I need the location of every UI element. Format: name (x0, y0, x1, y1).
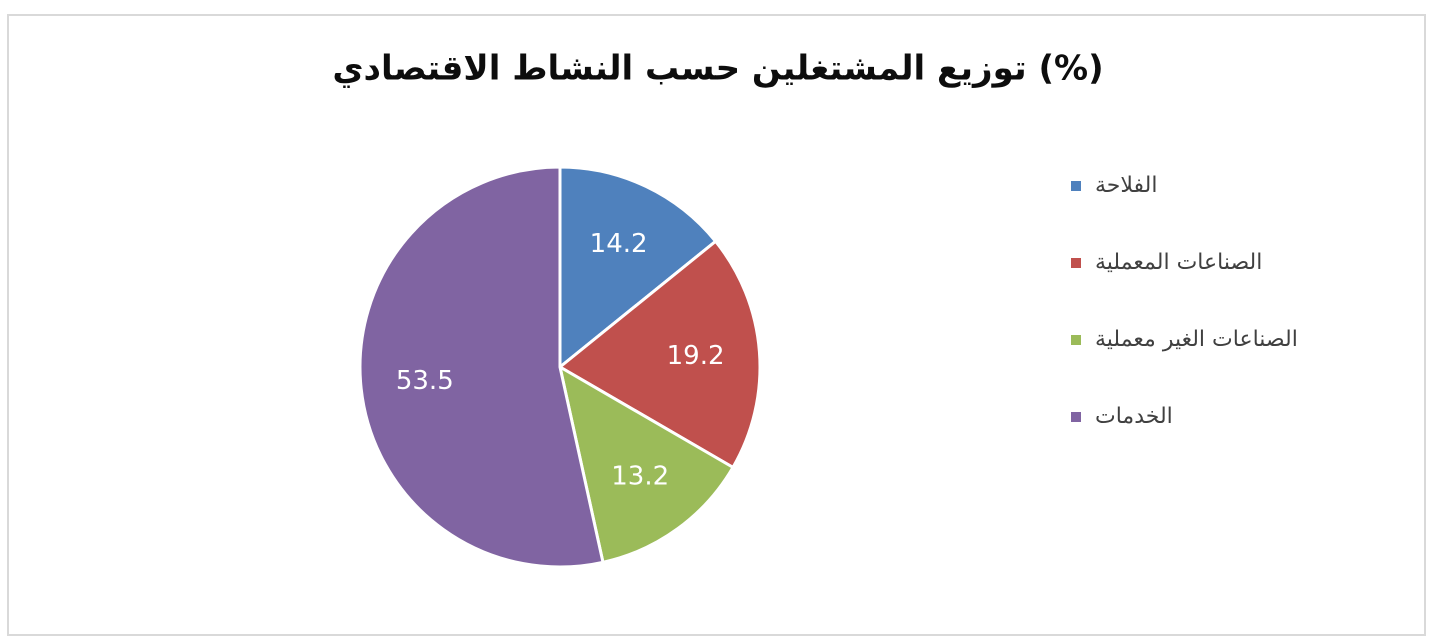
pie-slice (558, 165, 718, 371)
legend-label: الخدمات (1095, 404, 1173, 429)
legend-label: الفلاحة (1095, 173, 1157, 198)
legend-swatch (1071, 412, 1081, 422)
legend-swatch (1071, 181, 1081, 191)
legend-label: الصناعات الغير معملية (1095, 327, 1298, 352)
data-label: 14.2 (590, 229, 648, 259)
pie-slice (557, 363, 736, 565)
legend-label: الصناعات المعملية (1095, 250, 1262, 275)
data-label: 13.2 (611, 461, 669, 491)
data-label: 19.2 (667, 341, 725, 371)
chart-title: توزيع المشتغلين حسب النشاط الاقتصادي (%) (332, 49, 1103, 89)
pie-slice (557, 239, 762, 470)
legend-swatch (1071, 335, 1081, 345)
data-label: 53.5 (396, 366, 454, 396)
legend-swatch (1071, 258, 1081, 268)
pie-slice (358, 165, 605, 569)
